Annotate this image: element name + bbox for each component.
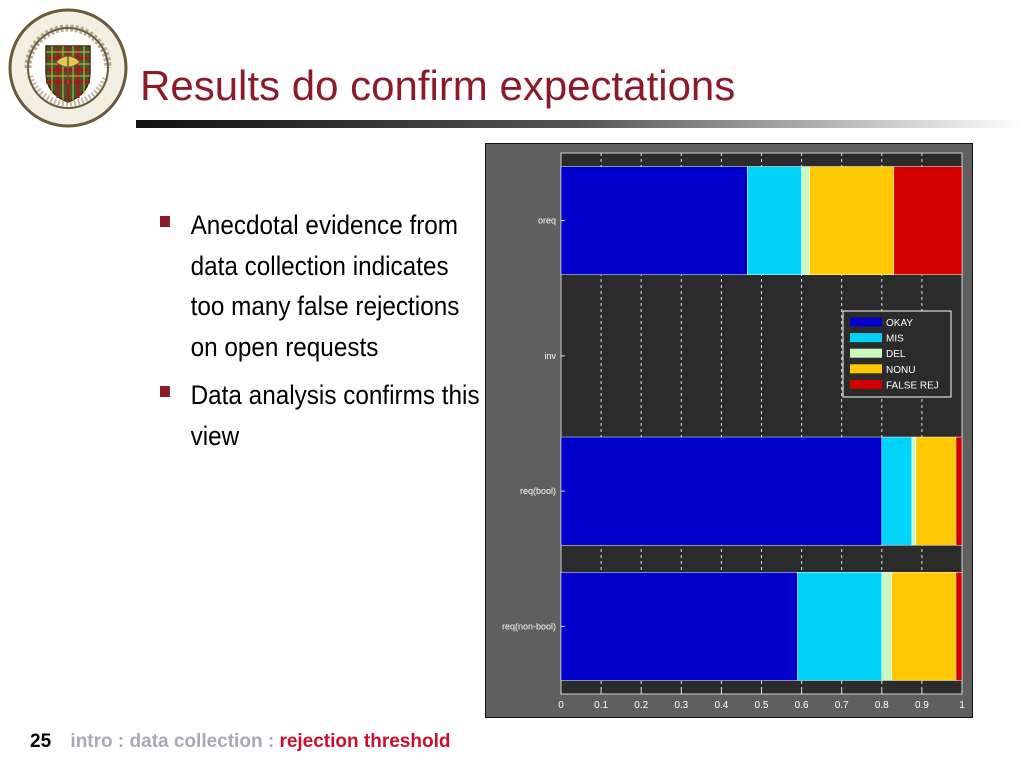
legend-swatch (850, 348, 882, 358)
y-axis-labels: oreq inv req(bool) req(non-bool) (502, 216, 565, 631)
x-tick-label: 0.9 (915, 700, 929, 711)
university-seal-logo (8, 8, 128, 128)
breadcrumb-current: rejection threshold (279, 731, 451, 752)
bar-segment-okay (560, 166, 748, 275)
bullet-text: Data analysis confirms this view (190, 380, 480, 451)
x-tick-label: 0.7 (835, 700, 849, 711)
bar-segment-okay (560, 436, 883, 546)
bar-segment-nonu (891, 572, 957, 681)
x-axis-labels: 0 0.1 0.2 0.3 0.4 0.5 0.6 0.7 0.8 0.9 1 (558, 690, 965, 711)
bar-segment-del (881, 572, 893, 681)
bullet-square-icon (160, 216, 170, 227)
legend-label: FALSE REJ (886, 380, 939, 391)
bar-segment-mis (881, 436, 913, 546)
bullet-square-icon (160, 386, 170, 397)
bar-segment-false-rej (955, 436, 963, 546)
bullet-list: Anecdotal evidence from data collection … (160, 205, 480, 464)
x-tick-label: 0.2 (634, 700, 648, 711)
legend-label: MIS (886, 334, 904, 345)
legend-swatch (850, 333, 882, 343)
bullet-item: Anecdotal evidence from data collection … (160, 205, 488, 367)
x-tick-label: 0.4 (714, 700, 728, 711)
page-number: 25 (30, 731, 52, 752)
bar-segment-del (911, 436, 917, 546)
legend-swatch (850, 364, 882, 374)
x-tick-label: 1 (959, 700, 965, 711)
y-tick-label: req(bool) (520, 486, 556, 496)
x-tick-label: 0.5 (755, 700, 769, 711)
legend-swatch (850, 317, 882, 327)
x-tick-label: 0.8 (875, 700, 889, 711)
bar-segment-mis (747, 166, 802, 275)
slide-title: Results do confirm expectations (140, 62, 736, 109)
bar-segment-del (801, 166, 810, 275)
bullet-item: Data analysis confirms this view (160, 375, 488, 456)
bar-segment-false-rej (955, 572, 963, 681)
bar-segment-false-rej (893, 166, 963, 275)
legend-label: DEL (886, 349, 906, 360)
x-tick-label: 0 (558, 700, 564, 711)
x-tick-label: 0.3 (674, 700, 688, 711)
y-tick-label: req(non-bool) (502, 621, 556, 631)
bar-segment-mis (797, 572, 883, 681)
legend-label: NONU (886, 365, 915, 376)
x-tick-label: 0.1 (594, 700, 608, 711)
title-underline (136, 120, 1024, 128)
legend-label: OKAY (886, 318, 913, 329)
breadcrumb: intro : data collection : (70, 731, 280, 752)
bullet-text: Anecdotal evidence from data collection … (190, 210, 460, 362)
bars-group (560, 166, 963, 681)
legend: OKAY MIS DEL NONU FALSE REJ (842, 310, 952, 398)
bar-segment-nonu (809, 166, 895, 275)
legend-swatch (850, 379, 882, 389)
bar-segment-okay (560, 572, 798, 681)
y-tick-label: inv (544, 351, 556, 361)
stacked-bar-chart: oreq inv req(bool) req(non-bool) 0 0.1 0.2 0.3… (485, 143, 973, 718)
x-tick-label: 0.6 (795, 700, 809, 711)
slide-footer: 25 intro : data collection : rejection t… (30, 731, 450, 753)
y-tick-label: oreq (538, 216, 556, 226)
bar-segment-nonu (915, 436, 957, 546)
